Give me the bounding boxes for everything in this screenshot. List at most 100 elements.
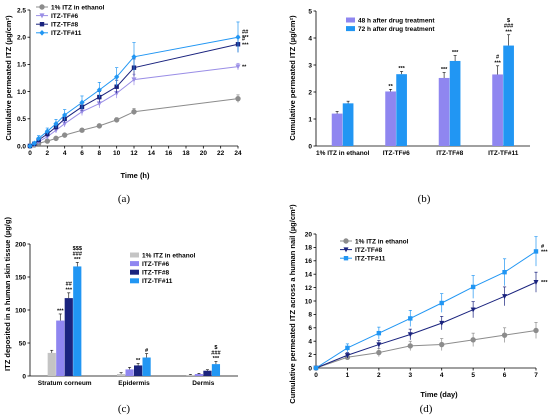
data-point: [376, 330, 382, 336]
significance-label: $$$: [73, 246, 83, 252]
data-point: [53, 135, 59, 142]
x-tick-label: 1: [346, 372, 350, 379]
significance-label: $: [214, 345, 218, 351]
data-point: [27, 143, 33, 149]
significance-label: ***: [74, 257, 81, 263]
bar: [47, 352, 56, 376]
bar: [142, 357, 151, 376]
legend-label: ITZ-TF#11: [142, 278, 173, 285]
bar: [73, 266, 82, 376]
y-tick-label: 3: [308, 62, 312, 69]
legend-marker: [343, 238, 349, 244]
legend-label: ITZ-TF#11: [355, 256, 386, 263]
category-label: Stratum corneum: [38, 380, 92, 387]
data-point: [79, 127, 85, 133]
legend-label: 1% ITZ in ethanol: [142, 252, 196, 259]
data-point: [376, 342, 382, 348]
significance-label: **: [388, 84, 393, 90]
data-point: [235, 95, 241, 102]
significance-label: ***: [505, 29, 512, 35]
panel-b-ylabel: Cumulative permeated ITZ (µg/cm²): [288, 15, 297, 141]
legend-marker: [39, 30, 45, 36]
y-tick-label: 16: [305, 258, 313, 265]
legend-swatch: [346, 17, 355, 23]
data-point: [470, 337, 476, 343]
bar: [64, 298, 73, 376]
significance-label: ***: [213, 356, 220, 362]
y-tick-label: 50: [19, 340, 27, 347]
significance-label: $: [507, 18, 511, 24]
data-point: [408, 316, 413, 321]
legend-marker: [39, 13, 45, 19]
legend-swatch: [130, 252, 139, 258]
x-tick-label: 4: [63, 150, 67, 157]
series-0: [313, 322, 539, 371]
panel-b-label: (b): [418, 193, 431, 205]
data-point: [407, 343, 413, 349]
bar: [331, 113, 343, 146]
significance-label: ###: [73, 251, 83, 257]
data-point: [313, 365, 319, 371]
bar: [56, 320, 65, 376]
significance-label: #: [242, 37, 246, 43]
data-point: [533, 280, 539, 286]
data-point: [62, 112, 68, 118]
series-2: [313, 236, 539, 371]
series-1: [313, 271, 539, 371]
bar: [342, 103, 354, 146]
category-label: 1% ITZ in ethanol: [316, 150, 370, 157]
y-tick-label: 10: [305, 298, 313, 305]
data-point: [502, 269, 507, 275]
y-tick-label: 6: [308, 325, 312, 332]
x-tick-label: 6: [80, 150, 84, 157]
significance-label: #: [496, 55, 500, 61]
data-point: [44, 138, 51, 144]
x-tick-label: 12: [130, 150, 138, 157]
legend-label: 1% ITZ in ethanol: [355, 238, 409, 245]
significance-label: ***: [541, 249, 548, 255]
legend-marker: [343, 247, 349, 253]
data-point: [235, 34, 241, 40]
bar: [125, 369, 134, 376]
series-line: [315, 281, 537, 369]
y-tick-label: 14: [305, 272, 313, 279]
significance-label: #: [541, 244, 545, 250]
data-point: [439, 320, 445, 326]
panel-a-label: (a): [118, 193, 131, 205]
data-point: [533, 327, 539, 334]
y-tick-label: 150: [15, 274, 26, 281]
category-label: Epidermis: [118, 380, 150, 387]
significance-label: ***: [452, 50, 459, 56]
y-tick-label: 12: [305, 285, 313, 292]
legend-swatch: [130, 261, 139, 267]
data-point: [501, 332, 508, 338]
legend-label: ITZ-TF#8: [142, 270, 169, 277]
category-label: ITZ-TF#6: [383, 150, 410, 157]
significance-label: ***: [494, 60, 501, 66]
data-point: [502, 294, 508, 300]
data-point: [533, 249, 539, 254]
legend-label: ITZ-TF#8: [51, 22, 78, 29]
x-tick-label: 16: [165, 150, 173, 157]
significance-label: ***: [242, 35, 249, 41]
panel-d-ylabel: Cumulative permeated ITZ across a human …: [288, 204, 297, 404]
y-tick-label: 0.5: [17, 116, 26, 123]
data-point: [114, 91, 120, 97]
category-label: Dermis: [192, 380, 214, 387]
significance-label: ##: [66, 282, 73, 288]
panel-a-xlabel: Time (h): [120, 171, 150, 180]
legend-label: 72 h after drug treatment: [358, 26, 435, 33]
legend-marker: [39, 22, 45, 27]
x-tick-label: 22: [217, 150, 225, 157]
significance-label: ***: [441, 67, 448, 73]
y-tick-label: 2.5: [17, 7, 26, 14]
x-tick-label: 20: [200, 150, 208, 157]
bar: [396, 74, 407, 146]
data-point: [61, 132, 68, 138]
y-tick-label: 5: [308, 8, 312, 15]
significance-label: ###: [504, 24, 514, 30]
data-point: [113, 117, 120, 123]
series-line: [315, 251, 537, 369]
bar: [203, 370, 212, 376]
data-point: [131, 53, 137, 60]
